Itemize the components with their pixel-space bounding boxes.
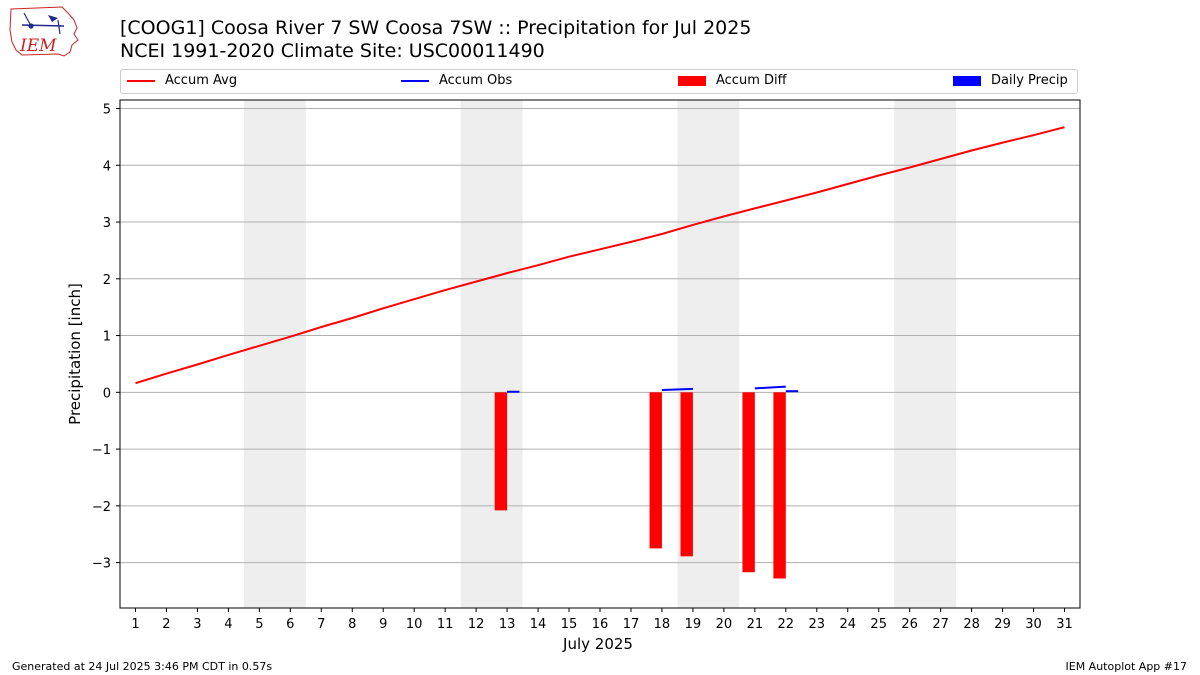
footer-app: IEM Autoplot App #17 [1065,660,1188,673]
x-tick-label: 2 [162,617,170,632]
y-tick-label: 1 [103,330,111,345]
x-tick-label: 13 [499,617,516,632]
x-tick-label: 25 [870,617,887,632]
accum-avg-line [135,126,1065,385]
footer-generated: Generated at 24 Jul 2025 3:46 PM CDT in … [12,660,273,673]
legend-swatch-accum-diff [678,75,706,86]
y-tick-label: −2 [92,500,111,515]
x-tick-label: 6 [286,617,294,632]
x-tick-label: 12 [468,617,485,632]
x-tick-label: 29 [994,617,1011,632]
legend-label-daily-precip: Daily Precip [991,73,1068,88]
legend-swatch-accum-avg [127,79,155,82]
weekend-band [460,100,523,608]
chart-marks [135,126,1065,579]
x-tick-label: 27 [932,617,949,632]
accum-obs-segment [661,387,693,392]
x-tick-label: 22 [778,617,795,632]
weekend-band [894,100,957,608]
x-tick-label: 7 [317,617,325,632]
x-tick-label: 20 [716,617,733,632]
x-tick-label: 1 [131,617,139,632]
weekend-bands [243,100,957,608]
x-tick-label: 26 [901,617,918,632]
legend-swatch-daily-precip [953,75,981,86]
legend-item-daily-precip: Daily Precip [953,73,1068,88]
x-tick-label: 21 [747,617,764,632]
x-tick-label: 11 [437,617,454,632]
x-tick-label: 10 [406,617,423,632]
x-tick-label: 15 [561,617,578,632]
y-tick-label: 3 [103,216,111,231]
legend-label-accum-obs: Accum Obs [439,73,513,88]
x-tick-label: 3 [193,617,201,632]
x-tick-label: 8 [348,617,356,632]
x-tick-label: 16 [592,617,609,632]
x-tick-label: 19 [685,617,702,632]
chart-subtitle: NCEI 1991-2020 Climate Site: USC00011490 [120,40,545,62]
y-axis-label: Precipitation [inch] [66,283,84,425]
accum-diff-bar [742,392,755,573]
legend: Accum Avg Accum Obs Accum Diff Daily Pre… [120,69,1078,94]
x-tick-label: 28 [963,617,980,632]
chart-title: [COOG1] Coosa River 7 SW Coosa 7SW :: Pr… [120,17,752,39]
y-tick-label: 2 [103,273,111,288]
legend-label-accum-diff: Accum Diff [716,73,787,88]
accum-diff-bar [649,392,662,549]
legend-label-accum-avg: Accum Avg [165,73,238,88]
iem-logo: IEM [9,6,79,57]
x-tick-label: 4 [224,617,232,632]
weekend-band [243,100,306,608]
legend-item-accum-obs: Accum Obs [401,73,512,88]
accum-diff-bar [494,392,508,511]
grid-lines [120,108,1080,564]
x-tick-label: 17 [623,617,640,632]
x-tick-label: 23 [809,617,826,632]
y-tick-label: 5 [103,103,111,118]
accum-diff-bar [773,392,786,579]
x-tick-label: 9 [379,617,387,632]
y-tick-label: −1 [92,443,111,458]
x-tick-label: 30 [1025,617,1042,632]
accum-obs-segment [754,385,786,390]
accum-diff-bar [680,392,693,557]
legend-item-accum-avg: Accum Avg [127,73,237,88]
legend-swatch-accum-obs [401,79,429,82]
x-tick-label: 14 [530,617,547,632]
y-tick-label: 4 [103,159,111,174]
y-tick-label: 0 [103,386,111,401]
x-tick-label: 31 [1056,617,1073,632]
legend-item-accum-diff: Accum Diff [678,73,787,88]
x-tick-label: 5 [255,617,263,632]
x-tick-label: 18 [654,617,671,632]
x-axis-label: July 2025 [562,635,633,653]
logo-text: IEM [19,36,57,56]
x-tick-label: 24 [839,617,856,632]
y-tick-label: −3 [92,557,111,572]
